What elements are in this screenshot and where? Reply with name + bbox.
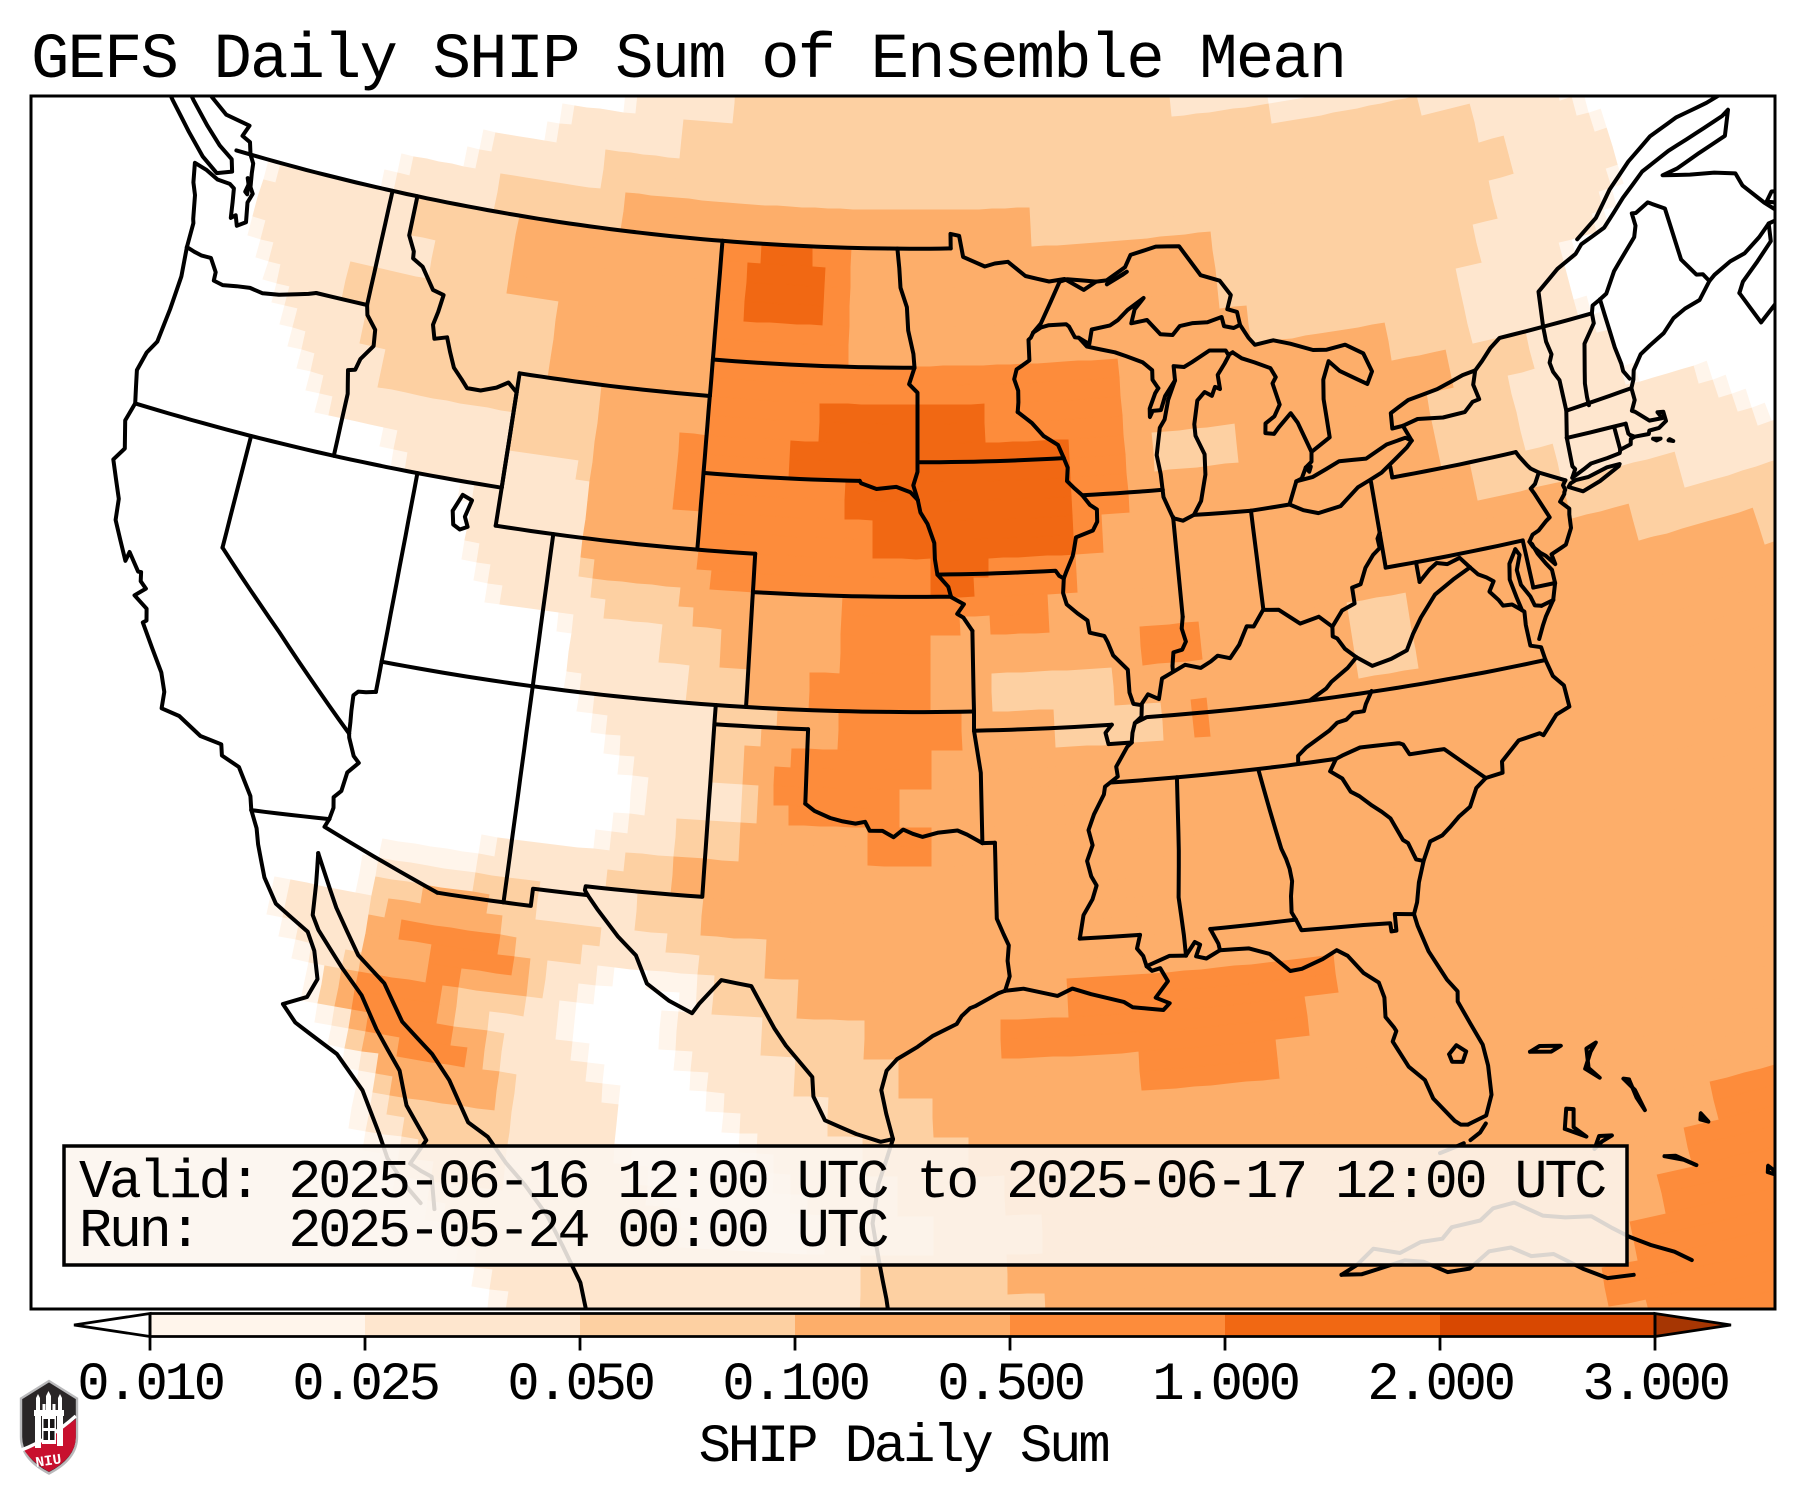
svg-text:1.000: 1.000 xyxy=(1152,1355,1298,1416)
svg-text:0.500: 0.500 xyxy=(937,1355,1083,1416)
svg-text:Valid: 2025-06-16 12:00 UTC to: Valid: 2025-06-16 12:00 UTC to 2025-06-1… xyxy=(79,1151,1605,1214)
svg-text:SHIP Daily Sum: SHIP Daily Sum xyxy=(699,1417,1109,1478)
svg-text:0.100: 0.100 xyxy=(722,1355,868,1416)
svg-text:3.000: 3.000 xyxy=(1582,1355,1728,1416)
svg-text:NIU: NIU xyxy=(35,1452,63,1471)
svg-text:2.000: 2.000 xyxy=(1367,1355,1513,1416)
svg-text:0.050: 0.050 xyxy=(507,1355,653,1416)
svg-text:0.025: 0.025 xyxy=(292,1355,438,1416)
svg-text:GEFS Daily SHIP Sum of Ensembl: GEFS Daily SHIP Sum of Ensemble Mean xyxy=(31,25,1345,97)
svg-text:0.010: 0.010 xyxy=(77,1355,223,1416)
svg-text:Run: 2025-05-24 00:00 UTC: Run: 2025-05-24 00:00 UTC xyxy=(79,1200,888,1263)
